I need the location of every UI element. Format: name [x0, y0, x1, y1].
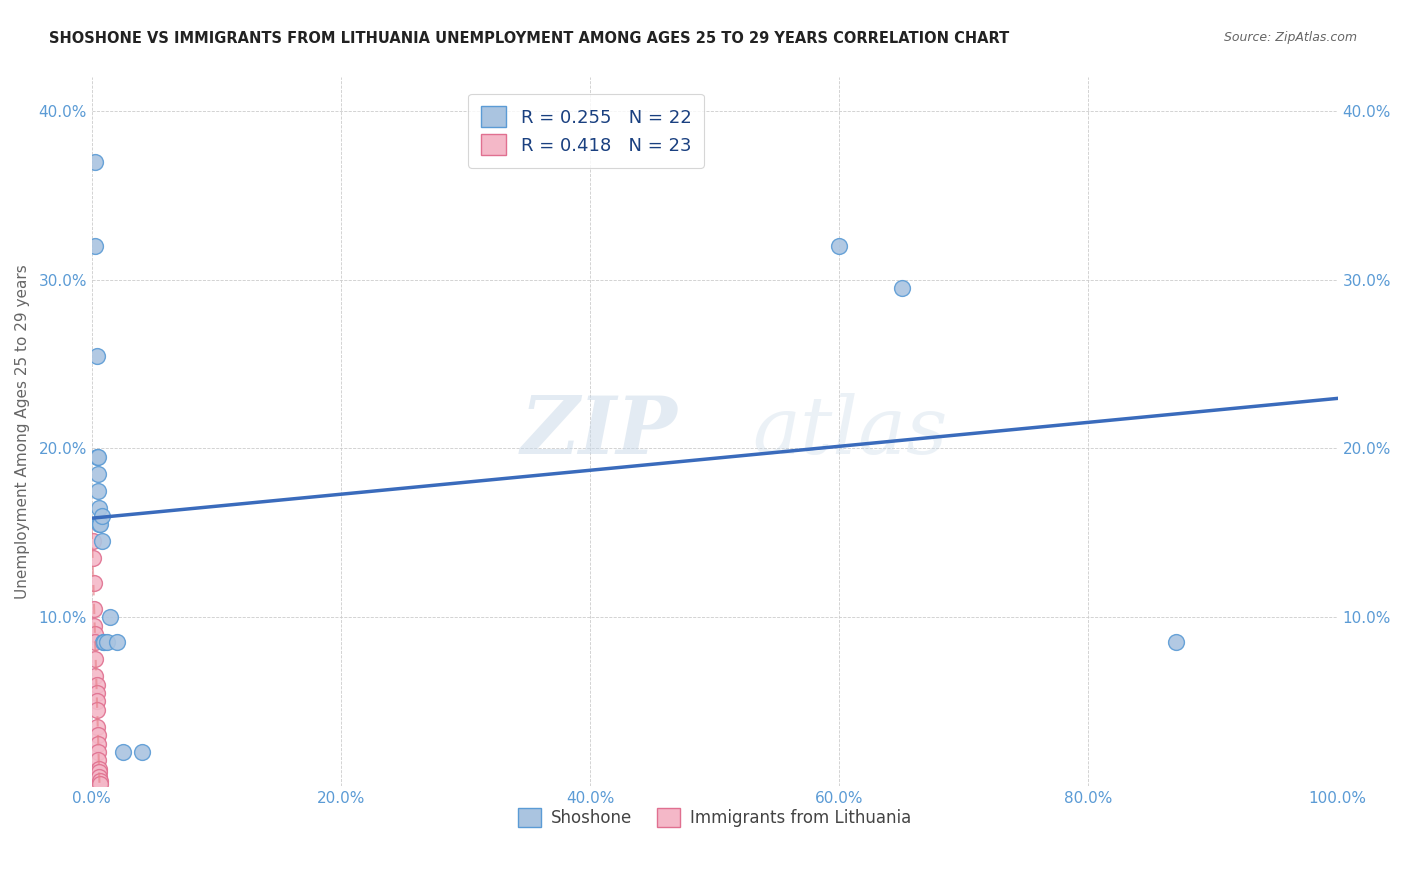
Point	[84, 154, 107, 169]
Point	[87, 745, 110, 759]
Point	[93, 635, 115, 649]
Point	[89, 762, 111, 776]
Point	[100, 610, 122, 624]
Point	[86, 349, 108, 363]
Text: ZIP: ZIP	[520, 392, 678, 470]
Point	[89, 500, 111, 515]
Point	[83, 601, 105, 615]
Point	[89, 517, 111, 532]
Point	[89, 770, 111, 784]
Text: atlas: atlas	[752, 392, 948, 470]
Point	[86, 720, 108, 734]
Text: SHOSHONE VS IMMIGRANTS FROM LITHUANIA UNEMPLOYMENT AMONG AGES 25 TO 29 YEARS COR: SHOSHONE VS IMMIGRANTS FROM LITHUANIA UN…	[49, 31, 1010, 46]
Y-axis label: Unemployment Among Ages 25 to 29 years: Unemployment Among Ages 25 to 29 years	[15, 264, 30, 599]
Point	[86, 677, 108, 691]
Point	[84, 627, 107, 641]
Point	[86, 703, 108, 717]
Point	[87, 450, 110, 464]
Point	[131, 745, 153, 759]
Point	[86, 686, 108, 700]
Point	[828, 239, 851, 253]
Point	[89, 773, 111, 788]
Point	[83, 576, 105, 591]
Point	[84, 669, 107, 683]
Point	[91, 635, 114, 649]
Point	[84, 652, 107, 666]
Point	[87, 754, 110, 768]
Point	[86, 450, 108, 464]
Point	[89, 517, 111, 532]
Point	[105, 635, 128, 649]
Point	[890, 281, 912, 295]
Point	[82, 534, 104, 549]
Point	[83, 618, 105, 632]
Point	[96, 635, 118, 649]
Point	[87, 728, 110, 742]
Point	[111, 745, 134, 759]
Point	[90, 534, 112, 549]
Text: Source: ZipAtlas.com: Source: ZipAtlas.com	[1223, 31, 1357, 45]
Point	[89, 765, 111, 780]
Legend: Shoshone, Immigrants from Lithuania: Shoshone, Immigrants from Lithuania	[510, 802, 918, 834]
Point	[89, 777, 111, 791]
Point	[90, 508, 112, 523]
Point	[1164, 635, 1187, 649]
Point	[87, 737, 110, 751]
Point	[84, 635, 107, 649]
Point	[82, 551, 104, 566]
Point	[87, 467, 110, 481]
Point	[86, 694, 108, 708]
Point	[87, 483, 110, 498]
Point	[84, 239, 107, 253]
